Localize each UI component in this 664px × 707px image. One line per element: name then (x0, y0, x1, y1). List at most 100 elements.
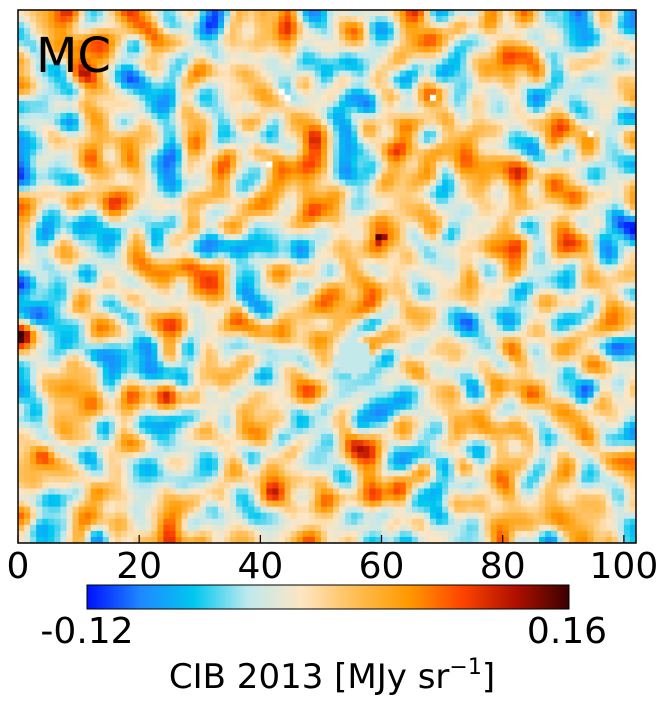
heatmap-cell (205, 22, 213, 29)
heatmap-cell (587, 125, 595, 132)
heatmap-cell (18, 264, 25, 272)
heatmap-cell (490, 94, 498, 102)
heatmap-cell (320, 246, 328, 253)
heatmap-cell (436, 125, 443, 132)
heatmap-cell (224, 294, 231, 302)
heatmap-cell (157, 112, 165, 120)
heatmap-cell (557, 203, 564, 211)
heatmap-cell (351, 288, 358, 296)
heatmap-cell (357, 16, 364, 23)
heatmap-cell (18, 203, 25, 211)
heatmap-cell (193, 131, 201, 138)
heatmap-cell (320, 100, 328, 108)
heatmap-cell (84, 131, 92, 138)
heatmap-cell (629, 300, 636, 308)
heatmap-cell (36, 100, 43, 108)
heatmap-cell (484, 112, 492, 120)
heatmap-cell (327, 28, 334, 35)
heatmap-cell (187, 149, 195, 156)
heatmap-cell (605, 137, 613, 144)
heatmap-cell (217, 155, 225, 163)
heatmap-cell (581, 143, 589, 150)
heatmap-cell (363, 119, 371, 126)
heatmap-cell (466, 137, 474, 144)
heatmap-cell (36, 88, 43, 96)
heatmap-cell (357, 52, 364, 60)
heatmap-cell (411, 125, 419, 132)
heatmap-cell (557, 16, 564, 23)
heatmap-cell (587, 221, 595, 229)
heatmap-cell (611, 179, 619, 187)
heatmap-cell (217, 82, 225, 90)
heatmap-cell (557, 288, 564, 296)
heatmap-cell (617, 10, 625, 17)
heatmap-cell (539, 179, 546, 187)
heatmap-cell (296, 125, 304, 132)
heatmap-cell (551, 161, 558, 169)
heatmap-cell (108, 258, 116, 265)
heatmap-cell (236, 270, 243, 278)
heatmap-cell (121, 155, 128, 163)
heatmap-cell (48, 246, 55, 253)
heatmap-cell (296, 185, 304, 193)
heatmap-cell (102, 52, 110, 60)
heatmap-cell (351, 100, 358, 108)
heatmap-cell (175, 40, 183, 47)
heatmap-cell (163, 106, 171, 114)
heatmap-cell (18, 119, 25, 126)
heatmap-cell (484, 240, 492, 247)
heatmap-cell (327, 100, 334, 108)
heatmap-cell (18, 46, 25, 53)
heatmap-cell (411, 173, 419, 181)
heatmap-cell (339, 112, 346, 120)
heatmap-cell (187, 191, 195, 199)
heatmap-cell (127, 131, 134, 138)
heatmap-cell (460, 10, 467, 17)
heatmap-cell (490, 288, 498, 296)
heatmap-cell (551, 203, 558, 211)
heatmap-cell (296, 264, 304, 272)
heatmap-cell (96, 228, 104, 235)
heatmap-cell (508, 100, 516, 108)
heatmap-cell (102, 119, 110, 126)
heatmap-cell (399, 125, 407, 132)
heatmap-cell (236, 294, 243, 302)
heatmap-cell (381, 22, 389, 29)
heatmap-cell (611, 10, 619, 17)
heatmap-cell (66, 46, 74, 53)
heatmap-cell (539, 46, 546, 53)
heatmap-cell (24, 197, 31, 205)
heatmap-cell (563, 58, 570, 66)
heatmap-cell (187, 167, 195, 175)
heatmap-cell (551, 149, 558, 156)
heatmap-cell (320, 149, 328, 156)
heatmap-cell (314, 185, 322, 193)
heatmap-cell (205, 203, 213, 211)
heatmap-cell (96, 94, 104, 102)
heatmap-cell (593, 10, 601, 17)
heatmap-cell (224, 197, 231, 205)
heatmap-cell (230, 240, 237, 247)
heatmap-cell (472, 215, 480, 223)
heatmap-cell (417, 82, 425, 90)
heatmap-cell (423, 34, 431, 41)
heatmap-cell (617, 276, 625, 284)
heatmap-cell (145, 179, 152, 187)
heatmap-cell (417, 282, 425, 290)
heatmap-cell (617, 76, 625, 84)
heatmap-cell (314, 167, 322, 175)
heatmap-cell (411, 112, 419, 120)
heatmap-cell (72, 288, 80, 296)
heatmap-cell (333, 179, 340, 187)
heatmap-cell (520, 46, 528, 53)
heatmap-cell (490, 58, 498, 66)
heatmap-cell (163, 131, 171, 138)
heatmap-cell (60, 58, 68, 66)
heatmap-cell (284, 203, 292, 211)
heatmap-cell (260, 203, 268, 211)
heatmap-cell (114, 76, 122, 84)
heatmap-cell (145, 88, 152, 96)
heatmap-cell (54, 125, 62, 132)
heatmap-cell (484, 197, 492, 205)
heatmap-cell (127, 70, 134, 78)
